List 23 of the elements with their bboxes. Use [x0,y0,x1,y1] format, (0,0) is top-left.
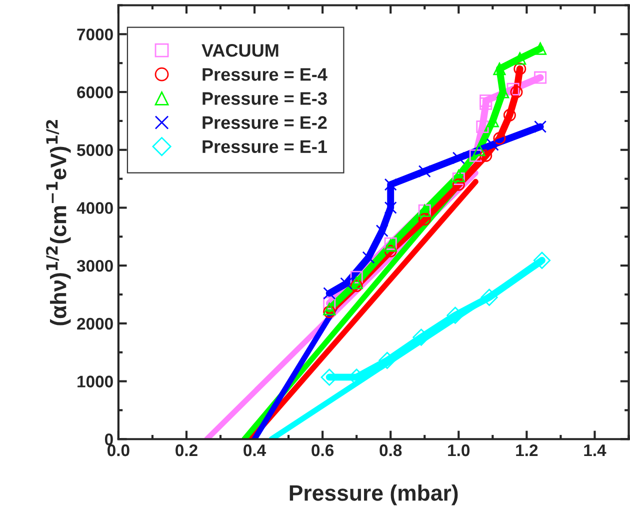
y-tick-label: 7000 [77,28,113,40]
y-tick-label: 1000 [78,376,113,388]
legend-label: Pressure = E-1 [202,140,327,154]
y-tick-label: 2000 [77,318,113,330]
legend-label: Pressure = E-2 [202,116,327,129]
x-tick-label: 1.0 [448,444,470,456]
x-tick-label: 1.4 [584,444,606,456]
y-tick-label: 3000 [76,260,113,272]
y-tick-label: 6000 [77,86,113,98]
y-tick-label: 0 [104,434,113,446]
x-tick-label: 1.2 [516,444,538,456]
x-tick-label: 0.6 [312,444,334,456]
x-axis-title: Pressure (mbar) [290,484,458,506]
y-tick-label: 4000 [76,202,113,214]
legend-label: VACUUM [202,44,278,57]
x-tick-label: 0.0 [108,444,130,456]
legend-label: Pressure = E-4 [202,68,328,81]
legend-label: Pressure = E-3 [202,92,327,105]
x-tick-label: 0.2 [176,444,198,456]
y-axis-title: (αhν)$^{1/2}$(cm$^{−1}$eV)$^{1/2}$ [46,120,71,326]
y-tick-label: 5000 [77,144,113,156]
x-tick-label: 0.4 [244,444,266,456]
x-tick-label: 0.8 [380,444,402,456]
